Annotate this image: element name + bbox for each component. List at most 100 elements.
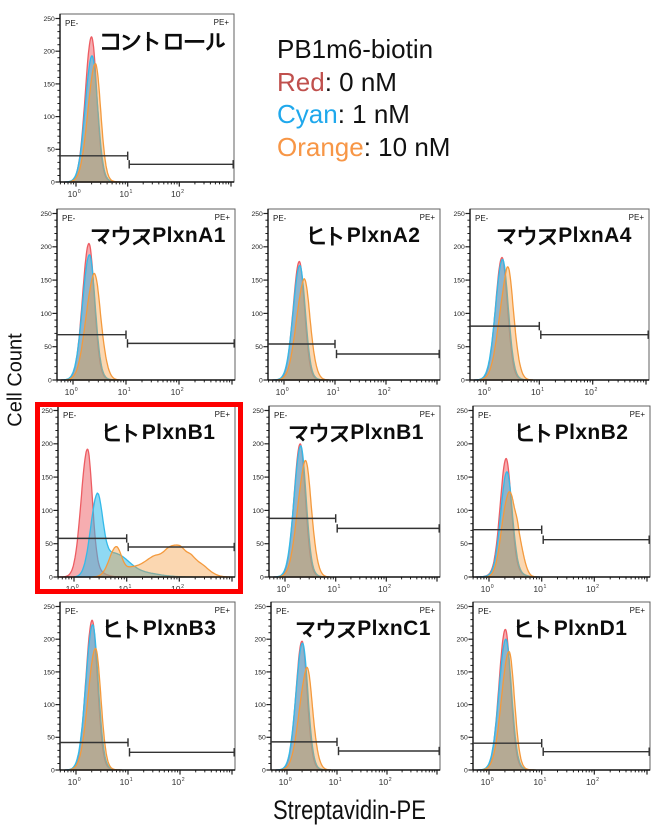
svg-text:200: 200 [251,244,263,251]
svg-text:0: 0 [78,777,81,783]
svg-text:50: 50 [255,344,263,351]
svg-text:250: 250 [456,604,468,611]
svg-text:PE+: PE+ [630,410,646,419]
svg-text:200: 200 [40,244,52,251]
svg-text:0: 0 [51,767,55,774]
svg-text:PE-: PE- [478,607,492,616]
svg-text:10: 10 [531,387,541,397]
svg-text:150: 150 [456,475,468,482]
svg-text:1: 1 [130,777,133,783]
svg-text:150: 150 [456,669,468,676]
svg-text:PE+: PE+ [629,213,645,222]
svg-text:10: 10 [277,584,287,594]
svg-text:10: 10 [171,189,181,199]
svg-text:150: 150 [43,669,55,676]
svg-text:10: 10 [279,777,289,787]
svg-text:PE+: PE+ [215,410,231,419]
svg-text:10: 10 [586,584,596,594]
svg-text:0: 0 [491,584,494,590]
svg-text:0: 0 [78,189,81,195]
svg-text:PE+: PE+ [630,606,646,615]
svg-text:2: 2 [181,584,184,590]
svg-text:100: 100 [251,311,263,318]
svg-text:2: 2 [182,777,185,783]
svg-text:10: 10 [533,777,543,787]
svg-text:PE-: PE- [65,607,79,616]
svg-text:150: 150 [453,278,465,285]
svg-text:10: 10 [118,387,128,397]
svg-text:PE-: PE- [276,607,290,616]
svg-text:PE-: PE- [475,214,489,223]
svg-text:1: 1 [544,777,547,783]
svg-text:0: 0 [461,377,465,384]
svg-text:100: 100 [456,702,468,709]
svg-text:200: 200 [456,441,468,448]
svg-text:PE+: PE+ [214,18,230,27]
svg-text:10: 10 [172,777,182,787]
svg-text:1: 1 [128,387,131,393]
svg-text:10: 10 [65,387,75,397]
svg-text:0: 0 [464,574,468,581]
svg-text:PE-: PE- [62,214,76,223]
svg-text:1: 1 [544,584,547,590]
svg-text:50: 50 [258,735,266,742]
svg-text:0: 0 [287,584,290,590]
svg-text:50: 50 [47,147,55,154]
svg-text:250: 250 [40,211,52,218]
svg-text:10: 10 [329,777,339,787]
svg-text:1: 1 [337,387,340,393]
svg-text:PE-: PE- [478,411,492,420]
svg-text:50: 50 [256,541,264,548]
svg-text:200: 200 [453,244,465,251]
svg-text:2: 2 [389,777,392,783]
svg-text:2: 2 [181,189,184,195]
svg-text:200: 200 [43,637,55,644]
svg-text:50: 50 [460,541,468,548]
svg-text:10: 10 [327,584,337,594]
svg-text:1: 1 [339,777,342,783]
svg-text:2: 2 [388,584,391,590]
svg-text:PE+: PE+ [215,213,231,222]
svg-text:150: 150 [251,278,263,285]
svg-text:150: 150 [43,81,55,88]
svg-text:2: 2 [596,584,599,590]
svg-text:10: 10 [119,189,129,199]
svg-text:100: 100 [40,311,52,318]
svg-text:10: 10 [276,387,286,397]
svg-text:10: 10 [478,387,488,397]
svg-text:PE+: PE+ [420,213,436,222]
svg-text:10: 10 [586,777,596,787]
svg-text:PE-: PE- [65,19,79,28]
svg-text:10: 10 [327,387,337,397]
svg-text:150: 150 [40,278,52,285]
svg-text:250: 250 [252,408,264,415]
svg-text:10: 10 [584,387,594,397]
svg-text:0: 0 [49,574,53,581]
svg-text:100: 100 [254,702,266,709]
svg-text:100: 100 [456,508,468,515]
svg-text:250: 250 [41,408,53,415]
svg-text:200: 200 [43,49,55,56]
svg-text:250: 250 [453,211,465,218]
svg-text:50: 50 [45,541,53,548]
svg-text:0: 0 [75,387,78,393]
svg-text:50: 50 [457,344,465,351]
svg-text:10: 10 [378,387,388,397]
svg-text:200: 200 [41,441,53,448]
svg-text:0: 0 [464,767,468,774]
svg-text:10: 10 [120,777,130,787]
svg-text:1: 1 [541,387,544,393]
svg-text:250: 250 [43,16,55,23]
svg-text:10: 10 [68,189,78,199]
svg-text:150: 150 [41,475,53,482]
svg-text:0: 0 [286,387,289,393]
svg-text:10: 10 [481,584,491,594]
svg-text:50: 50 [460,735,468,742]
svg-text:150: 150 [252,475,264,482]
svg-text:50: 50 [44,344,52,351]
svg-text:250: 250 [251,211,263,218]
svg-text:2: 2 [388,387,391,393]
svg-text:0: 0 [289,777,292,783]
svg-text:PE-: PE- [274,411,288,420]
svg-text:100: 100 [43,114,55,121]
